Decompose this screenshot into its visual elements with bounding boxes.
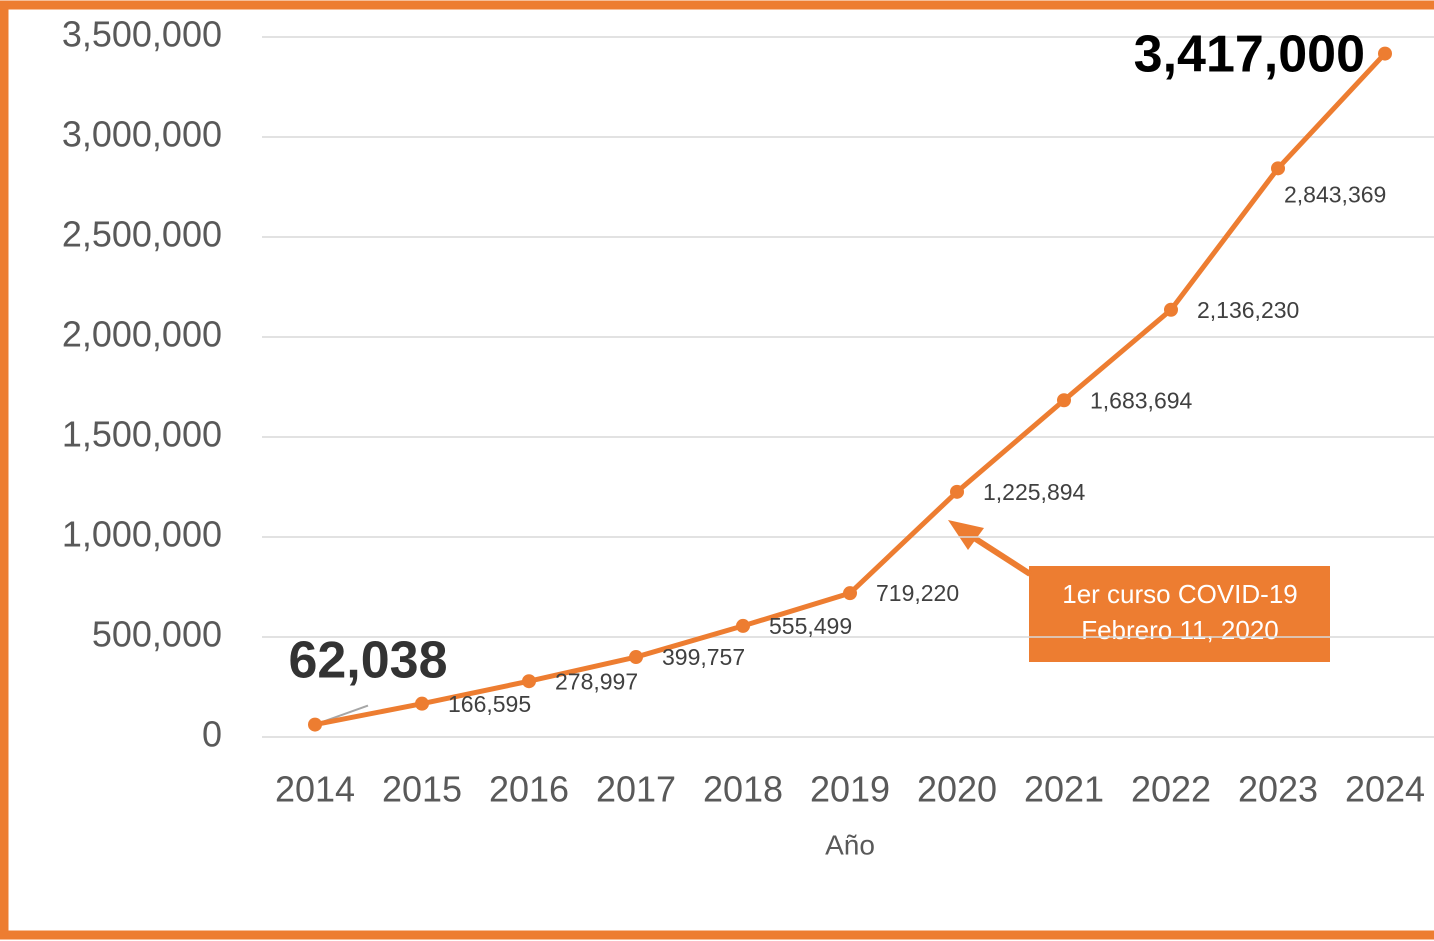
y-tick-label: 0 bbox=[202, 714, 222, 755]
point bbox=[736, 618, 750, 633]
point bbox=[950, 484, 964, 499]
x-tick-label: 2024 bbox=[1345, 769, 1425, 810]
x-tick-label: 2014 bbox=[275, 769, 355, 810]
point bbox=[1271, 161, 1285, 176]
data-label: 278,997 bbox=[555, 668, 638, 694]
point bbox=[629, 650, 643, 665]
data-label: 3,417,000 bbox=[1134, 25, 1365, 83]
data-label: 1,225,894 bbox=[983, 479, 1086, 505]
point bbox=[522, 674, 536, 689]
data-label: 1,683,694 bbox=[1090, 387, 1193, 413]
annotation-arrowhead bbox=[948, 520, 984, 550]
x-tick-label: 2020 bbox=[917, 769, 997, 810]
point bbox=[843, 586, 857, 601]
x-tick-label: 2015 bbox=[382, 769, 462, 810]
data-label: 62,038 bbox=[288, 631, 447, 689]
annotation-text: Febrero 11, 2020 bbox=[1081, 615, 1279, 645]
y-tick-label: 2,000,000 bbox=[62, 314, 222, 355]
y-tick-label: 1,000,000 bbox=[62, 514, 222, 555]
annotation-box bbox=[1029, 566, 1330, 662]
x-tick-label: 2019 bbox=[810, 769, 890, 810]
annotation-text: 1er curso COVID-19 bbox=[1062, 579, 1298, 609]
data-label: 2,136,230 bbox=[1197, 297, 1299, 323]
point bbox=[1378, 46, 1392, 61]
x-axis-title: Año bbox=[825, 829, 875, 860]
x-tick-label: 2021 bbox=[1024, 769, 1104, 810]
y-tick-label: 3,500,000 bbox=[62, 14, 222, 55]
data-label: 166,595 bbox=[448, 691, 531, 717]
point bbox=[415, 696, 429, 711]
point bbox=[308, 717, 322, 732]
point bbox=[1164, 302, 1178, 317]
y-tick-label: 2,500,000 bbox=[62, 214, 222, 255]
x-tick-label: 2016 bbox=[489, 769, 569, 810]
y-tick-label: 500,000 bbox=[92, 614, 222, 655]
data-label: 555,499 bbox=[769, 613, 852, 639]
y-tick-label: 1,500,000 bbox=[62, 414, 222, 455]
point bbox=[1057, 393, 1071, 408]
x-tick-label: 2023 bbox=[1238, 769, 1318, 810]
data-label: 719,220 bbox=[876, 580, 959, 606]
x-tick-label: 2022 bbox=[1131, 769, 1211, 810]
data-label: 399,757 bbox=[662, 644, 745, 670]
annotation-arrow bbox=[966, 531, 1032, 577]
y-tick-label: 3,000,000 bbox=[62, 114, 222, 155]
data-label: 2,843,369 bbox=[1284, 181, 1386, 207]
x-tick-label: 2017 bbox=[596, 769, 676, 810]
x-tick-label: 2018 bbox=[703, 769, 783, 810]
